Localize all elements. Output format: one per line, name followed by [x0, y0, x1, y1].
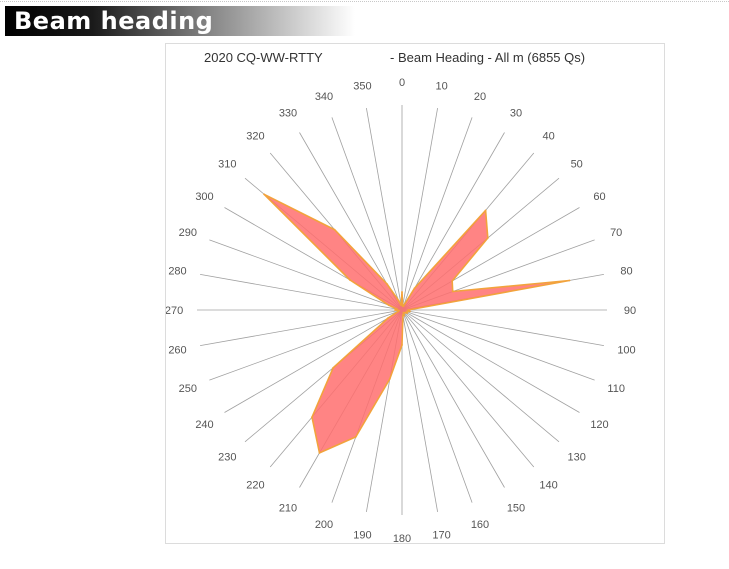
heading-label-160: 160 — [471, 519, 489, 531]
heading-label-0: 0 — [399, 77, 405, 89]
heading-label-110: 110 — [607, 383, 625, 395]
heading-label-340: 340 — [315, 91, 333, 103]
spoke-290 — [209, 239, 403, 311]
heading-label-90: 90 — [624, 305, 636, 317]
data-point-80 — [568, 279, 571, 282]
spoke-140 — [401, 309, 535, 468]
heading-label-40: 40 — [542, 130, 554, 142]
heading-label-120: 120 — [590, 419, 608, 431]
heading-label-100: 100 — [617, 345, 635, 357]
spoke-280 — [200, 274, 403, 311]
heading-label-220: 220 — [246, 480, 264, 492]
data-point-0 — [401, 291, 403, 293]
data-point-340 — [397, 299, 400, 302]
spoke-100 — [401, 309, 604, 346]
section-header-bar: Beam heading — [5, 6, 355, 36]
data-point-90 — [407, 309, 409, 311]
spoke-160 — [401, 309, 473, 503]
spoke-330 — [299, 132, 403, 311]
heading-label-320: 320 — [246, 130, 264, 142]
heading-label-260: 260 — [168, 345, 186, 357]
data-point-170 — [402, 314, 404, 316]
spoke-250 — [209, 309, 403, 381]
heading-label-130: 130 — [568, 452, 586, 464]
data-point-350 — [400, 304, 402, 306]
spoke-20 — [401, 117, 473, 311]
heading-label-50: 50 — [571, 158, 583, 170]
spoke-30 — [401, 132, 505, 311]
data-point-280 — [396, 308, 398, 310]
heading-label-140: 140 — [539, 480, 557, 492]
beam-heading-chart: 2020 CQ-WW-RTTY - Beam Heading - All m (… — [165, 43, 665, 545]
data-point-270 — [394, 309, 396, 311]
heading-label-240: 240 — [195, 419, 213, 431]
heading-label-70: 70 — [610, 227, 622, 239]
data-point-70 — [451, 290, 454, 293]
data-point-310 — [263, 193, 265, 196]
data-point-200 — [354, 436, 357, 438]
data-point-150 — [402, 311, 405, 314]
heading-label-60: 60 — [593, 191, 605, 203]
heading-label-250: 250 — [179, 383, 197, 395]
spoke-340 — [331, 117, 403, 311]
data-point-320 — [333, 228, 336, 231]
chart-title-right: - Beam Heading - All m (6855 Qs) — [390, 50, 585, 65]
data-point-30 — [413, 287, 416, 290]
spoke-120 — [401, 309, 580, 413]
data-point-20 — [402, 305, 405, 308]
data-point-210 — [318, 452, 321, 454]
heading-label-190: 190 — [353, 530, 371, 542]
data-point-290 — [387, 304, 390, 307]
series-area — [263, 193, 571, 454]
data-point-260 — [398, 309, 400, 312]
top-divider — [0, 1, 729, 2]
data-point-300 — [349, 279, 351, 281]
data-point-50 — [486, 237, 489, 239]
spoke-110 — [401, 309, 595, 381]
heading-label-20: 20 — [474, 91, 486, 103]
data-point-100 — [409, 310, 411, 313]
heading-label-170: 170 — [432, 530, 450, 542]
spoke-350 — [366, 108, 403, 311]
heading-label-350: 350 — [353, 81, 371, 93]
section-title: Beam heading — [14, 7, 214, 35]
data-point-230 — [332, 367, 334, 369]
heading-label-10: 10 — [435, 81, 447, 93]
spoke-10 — [401, 108, 438, 311]
data-point-240 — [387, 317, 389, 319]
heading-label-300: 300 — [195, 191, 213, 203]
data-point-190 — [388, 378, 391, 380]
heading-label-80: 80 — [620, 265, 632, 277]
heading-label-210: 210 — [279, 503, 297, 515]
spoke-150 — [401, 309, 505, 488]
heading-label-200: 200 — [315, 519, 333, 531]
spoke-130 — [401, 309, 560, 443]
data-point-180 — [401, 344, 403, 346]
series-polygon-0 — [263, 193, 571, 454]
data-point-60 — [451, 280, 454, 282]
radar-chart-svg: 2020 CQ-WW-RTTY - Beam Heading - All m (… — [166, 50, 636, 545]
heading-label-310: 310 — [218, 158, 236, 170]
heading-label-330: 330 — [279, 108, 297, 120]
spoke-170 — [401, 309, 438, 512]
spoke-260 — [200, 309, 403, 346]
heading-label-150: 150 — [507, 503, 525, 515]
data-point-40 — [484, 209, 487, 212]
chart-title-left: 2020 CQ-WW-RTTY — [204, 50, 323, 65]
heading-label-230: 230 — [218, 452, 236, 464]
heading-label-290: 290 — [179, 227, 197, 239]
data-point-220 — [311, 416, 313, 419]
heading-tick-labels: 0 10 20 30 40 50 60 70 80 90 100 110 120 130 140 150 160… — [166, 77, 636, 545]
data-point-330 — [386, 283, 388, 285]
heading-label-280: 280 — [168, 265, 186, 277]
heading-label-30: 30 — [510, 108, 522, 120]
data-point-120 — [406, 312, 409, 314]
heading-label-270: 270 — [166, 305, 183, 317]
heading-label-180: 180 — [393, 533, 411, 545]
spoke-240 — [224, 309, 403, 413]
